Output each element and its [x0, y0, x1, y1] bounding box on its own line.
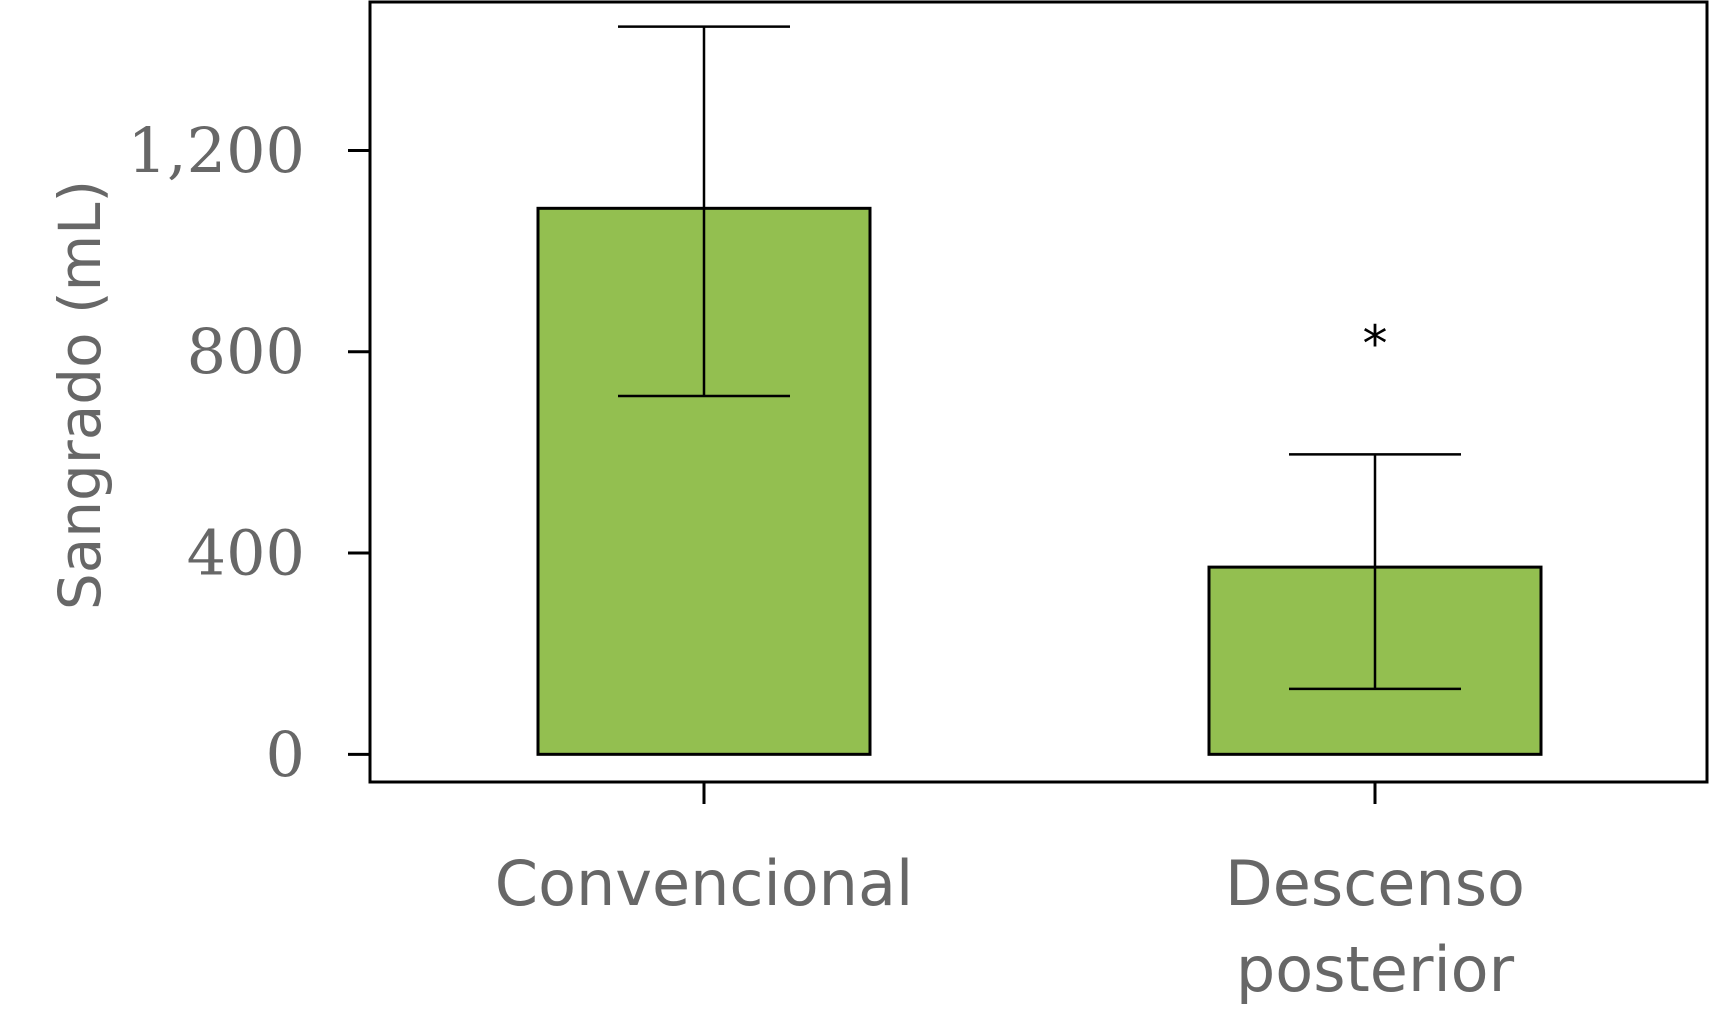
x-tick-label-line: Convencional: [495, 847, 913, 920]
significance-asterisk: *: [1363, 315, 1388, 373]
x-tick-label: Descenso posterior: [1225, 847, 1525, 1006]
x-tick-label-line: posterior: [1236, 933, 1515, 1006]
y-tick-label: 400: [187, 517, 305, 590]
plot-frame: [368, 0, 1709, 784]
y-axis-title: Sangrado (mL): [46, 180, 114, 610]
x-tick-label-line: Descenso: [1225, 847, 1525, 920]
y-tick-label: 1,200: [128, 114, 306, 187]
y-tick-label: 800: [187, 315, 305, 388]
y-tick-label: 0: [266, 718, 305, 791]
x-tick-label: Convencional: [495, 847, 913, 920]
